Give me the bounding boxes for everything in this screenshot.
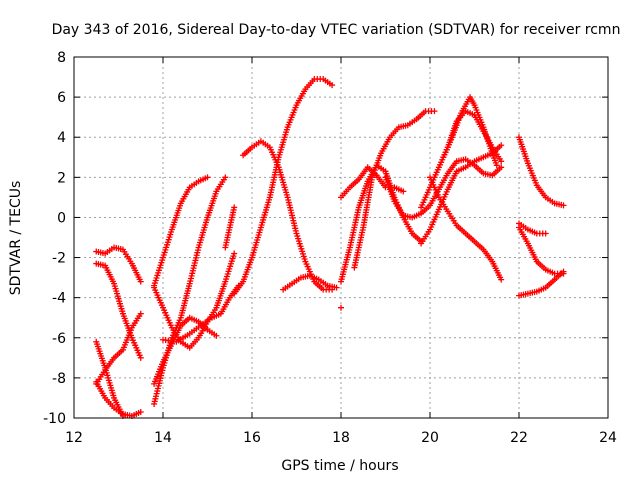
x-tick-label: 20 — [421, 430, 439, 446]
y-tick-label: -4 — [52, 291, 66, 307]
data-point — [431, 108, 438, 115]
data-point — [338, 304, 344, 311]
data-point — [560, 270, 567, 277]
grid — [74, 57, 608, 418]
y-tick-label: 0 — [57, 210, 66, 226]
data-point — [560, 202, 567, 209]
data-point — [498, 164, 505, 171]
data-point — [137, 408, 144, 415]
data-point — [400, 188, 407, 195]
data-point — [333, 284, 340, 291]
data-point — [231, 250, 238, 257]
axis-ticks — [73, 56, 609, 419]
data-point — [542, 230, 549, 237]
x-tick-label: 14 — [154, 430, 172, 446]
y-tick-label: -10 — [43, 411, 66, 427]
y-tick-label: 8 — [57, 50, 66, 66]
y-tick-label: 4 — [57, 130, 66, 146]
x-tick-label: 22 — [510, 430, 528, 446]
data-point — [222, 174, 229, 181]
x-tick-label: 12 — [65, 430, 83, 446]
data-point — [204, 174, 211, 181]
x-tick-label: 24 — [599, 430, 617, 446]
y-tick-label: -2 — [52, 251, 66, 267]
data-marks — [93, 76, 567, 419]
data-point — [137, 354, 144, 361]
data-point — [498, 142, 505, 149]
y-tick-label: 2 — [57, 170, 66, 186]
y-tick-label: -8 — [52, 371, 66, 387]
y-axis-label: SDTVAR / TECUs — [8, 181, 24, 296]
data-point — [493, 162, 500, 169]
x-tick-label: 16 — [243, 430, 261, 446]
data-point — [231, 204, 238, 211]
x-tick-label: 18 — [332, 430, 350, 446]
y-tick-label: -6 — [52, 331, 66, 347]
data-point — [137, 310, 144, 317]
chart-title: Day 343 of 2016, Sidereal Day-to-day VTE… — [52, 22, 621, 38]
data-point — [498, 158, 505, 165]
data-point — [498, 276, 505, 283]
data-point — [213, 332, 220, 339]
x-axis-label: GPS time / hours — [281, 458, 398, 474]
y-tick-label: 6 — [57, 90, 66, 106]
data-point — [137, 278, 144, 285]
data-point — [329, 82, 336, 89]
